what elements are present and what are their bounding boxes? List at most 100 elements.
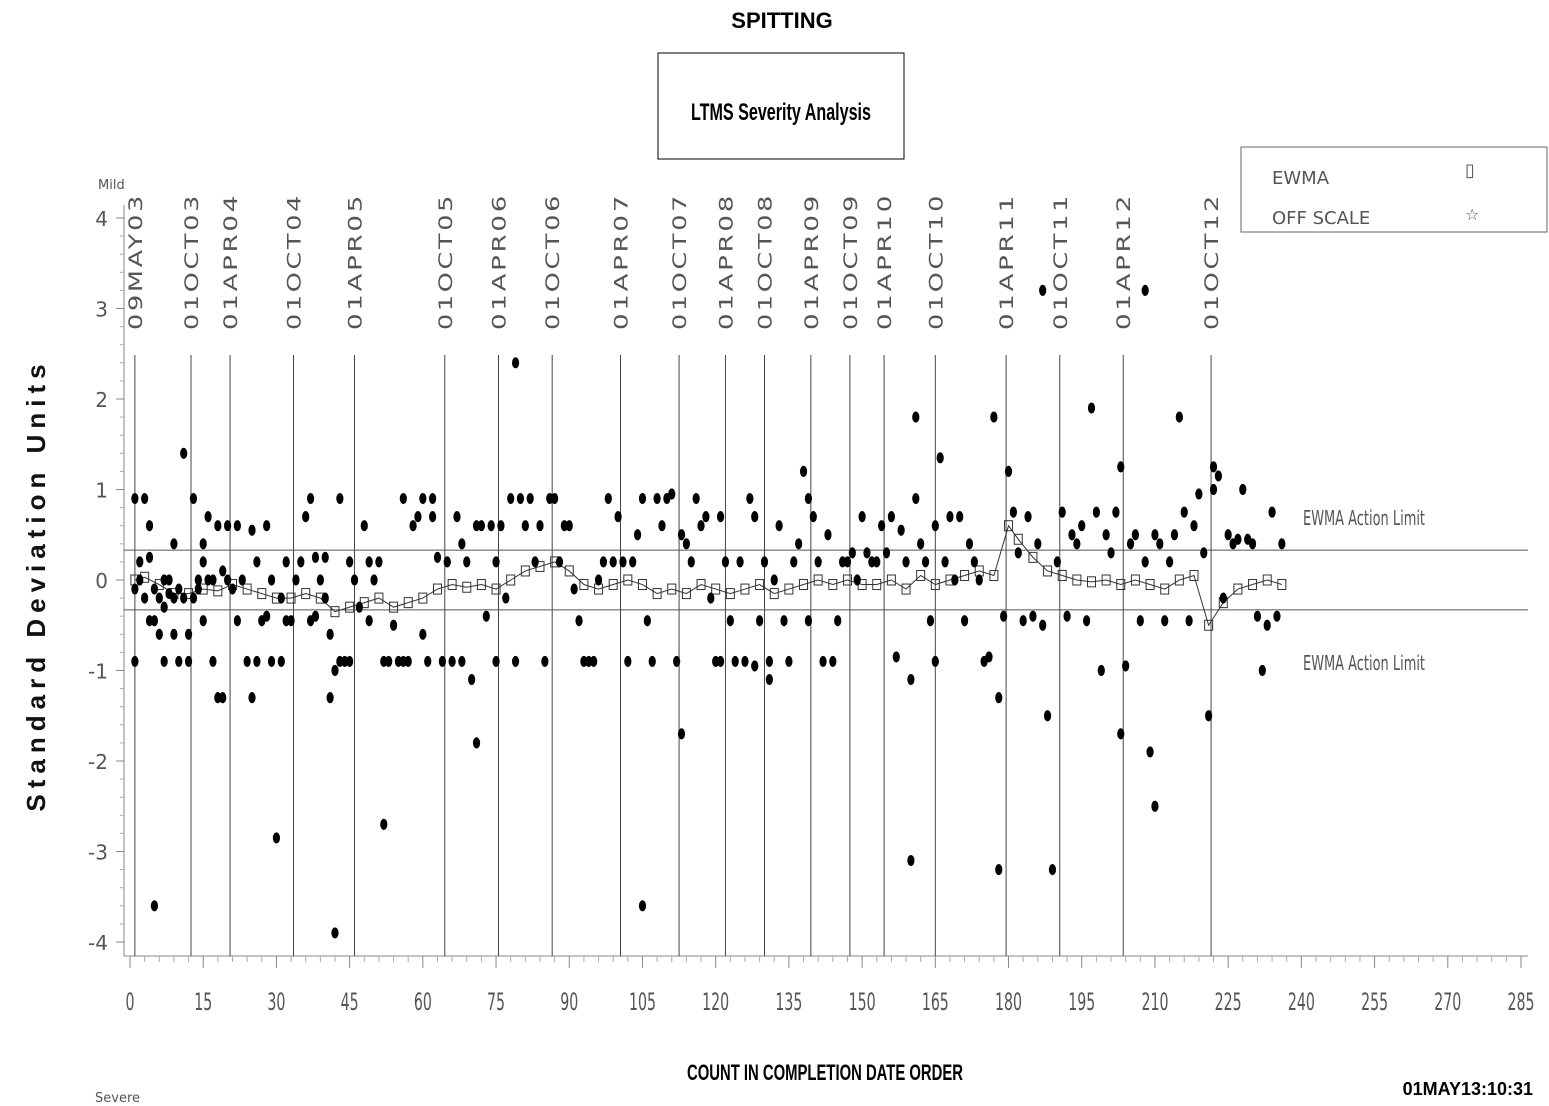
- data-point: [1078, 520, 1086, 532]
- data-point: [321, 592, 329, 604]
- data-point: [321, 551, 329, 563]
- ewma-marker: [637, 579, 647, 591]
- date-marker-label: 01APR09: [801, 193, 823, 330]
- ewma-marker: [1101, 574, 1111, 586]
- x-tick-label: 75: [487, 988, 505, 1016]
- data-point: [746, 492, 754, 505]
- data-point: [136, 556, 144, 568]
- x-tick-label: 15: [194, 988, 212, 1016]
- data-point: [336, 492, 344, 505]
- data-point: [194, 583, 202, 595]
- data-point: [199, 615, 207, 627]
- data-point: [614, 511, 622, 523]
- data-point: [721, 556, 730, 568]
- data-point: [912, 411, 920, 423]
- data-point: [482, 610, 490, 622]
- data-point: [1209, 461, 1218, 473]
- data-point: [326, 692, 334, 704]
- data-point: [287, 615, 295, 627]
- data-point: [912, 492, 920, 505]
- data-point: [956, 511, 964, 523]
- data-point: [1175, 411, 1183, 423]
- data-point: [399, 492, 407, 505]
- ewma-marker: [842, 574, 852, 586]
- data-point: [907, 673, 915, 686]
- data-point: [1034, 538, 1042, 550]
- ewma-marker: [872, 579, 882, 591]
- y-tick-label: -2: [88, 750, 108, 774]
- y-tick-label: 0: [95, 569, 108, 593]
- data-point: [1014, 547, 1022, 559]
- data-point: [1146, 746, 1154, 758]
- ewma-marker: [886, 574, 896, 586]
- data-point: [511, 655, 520, 668]
- data-point: [814, 556, 822, 568]
- data-point: [272, 832, 281, 844]
- ewma-marker: [1028, 551, 1038, 563]
- ewma-marker: [1189, 569, 1199, 581]
- data-point: [165, 574, 173, 586]
- data-point: [277, 655, 285, 668]
- data-point: [873, 556, 881, 568]
- data-point: [1019, 615, 1027, 627]
- data-point: [536, 520, 544, 532]
- data-point: [267, 655, 276, 668]
- data-point: [433, 551, 442, 563]
- data-point: [350, 574, 359, 586]
- ewma-marker: [403, 597, 413, 609]
- data-point: [1151, 800, 1159, 812]
- data-point: [170, 628, 178, 640]
- data-point: [643, 615, 651, 627]
- data-point: [1048, 864, 1057, 876]
- data-point: [189, 592, 198, 604]
- x-tick-label: 45: [341, 988, 359, 1016]
- data-point: [311, 551, 320, 563]
- data-point: [853, 574, 861, 586]
- data-point: [1180, 506, 1188, 518]
- data-point: [1117, 461, 1125, 473]
- data-point: [1161, 615, 1169, 627]
- data-point: [995, 864, 1003, 876]
- date-marker-label: 01APR04: [220, 193, 242, 330]
- legend-symbol-offscale: ☆: [1465, 205, 1479, 224]
- y-tick-label: -1: [88, 660, 108, 684]
- date-marker-label: 01OCT08: [754, 193, 776, 330]
- data-point: [824, 529, 832, 541]
- data-point: [780, 615, 788, 627]
- data-point: [1200, 547, 1208, 559]
- data-point: [551, 492, 559, 505]
- data-point: [331, 927, 339, 939]
- x-tick-label: 165: [922, 988, 949, 1016]
- ewma-marker: [1116, 579, 1126, 591]
- ewma-marker: [960, 569, 970, 581]
- x-tick-label: 225: [1215, 988, 1242, 1016]
- ewma-marker: [374, 592, 384, 604]
- data-point: [985, 651, 993, 663]
- ewma-marker: [681, 588, 691, 600]
- data-point: [497, 520, 505, 532]
- data-point: [1039, 284, 1047, 296]
- data-point: [302, 511, 310, 523]
- data-point: [443, 556, 451, 568]
- ewma-marker: [491, 583, 501, 595]
- x-tick-label: 210: [1141, 988, 1168, 1016]
- x-tick-label: 30: [267, 988, 285, 1016]
- data-point: [204, 511, 212, 523]
- data-point: [131, 655, 139, 668]
- data-point: [170, 538, 178, 550]
- ewma-marker: [1072, 574, 1082, 586]
- data-point: [638, 492, 647, 505]
- data-point: [233, 520, 241, 532]
- ewma-marker: [242, 583, 252, 595]
- data-point: [1190, 520, 1198, 532]
- data-point: [1268, 506, 1276, 518]
- data-point: [804, 615, 813, 627]
- data-point: [429, 492, 437, 505]
- data-point: [1219, 592, 1227, 604]
- x-tick-label: 255: [1361, 988, 1388, 1016]
- y-axis-label: Standard Deviation Units: [21, 358, 51, 811]
- data-point: [1058, 506, 1066, 518]
- data-point: [214, 520, 222, 532]
- data-point: [145, 520, 154, 532]
- x-tick-label: 180: [995, 988, 1022, 1016]
